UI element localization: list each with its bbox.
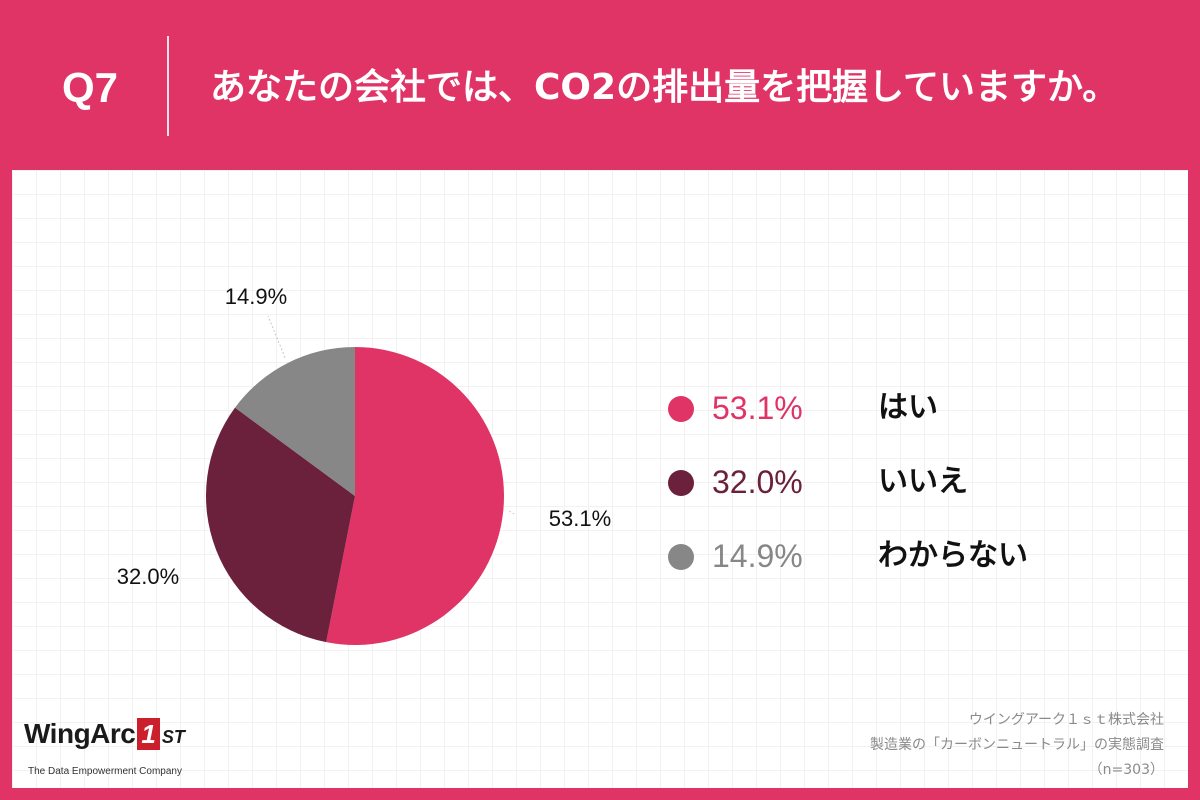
- data-label-unknown: 14.9%: [225, 284, 287, 309]
- legend-pct-unknown: 14.9%: [712, 538, 803, 574]
- legend-label-unknown: わからない: [878, 538, 1028, 573]
- logo-mark: 1: [137, 718, 160, 750]
- leader-line-unknown: [267, 315, 286, 358]
- data-label-no: 32.0%: [117, 564, 179, 589]
- company-logo: WingArc 1 ST The Data Empowerment Company: [24, 718, 185, 777]
- header-divider: [167, 36, 169, 136]
- logo-wordmark: WingArc: [24, 718, 136, 749]
- legend-dot-unknown: [668, 544, 694, 570]
- leader-line-yes: [509, 510, 515, 515]
- legend-label-no: いいえ: [878, 464, 968, 499]
- logo-suffix: ST: [161, 727, 185, 747]
- header: Q7 あなたの会社では、CO2の排出量を把握していますか。: [0, 0, 1200, 168]
- legend-item-unknown: 14.9% わからない: [668, 536, 1048, 576]
- source-line-sample: （n=303）: [1088, 762, 1164, 778]
- question-title: あなたの会社では、CO2の排出量を把握していますか。: [210, 67, 1119, 108]
- legend-pct-no: 32.0%: [712, 464, 803, 500]
- legend-pct-yes: 53.1%: [712, 390, 803, 426]
- legend-dot-yes: [668, 396, 694, 422]
- legend-label-yes: はい: [878, 390, 938, 425]
- legend-item-yes: 53.1% はい: [668, 388, 1048, 428]
- legend-dot-no: [668, 470, 694, 496]
- pie-slice-no: [205, 407, 355, 643]
- source-note: ウイングアーク１ｓｔ株式会社 製造業の「カーボンニュートラル」の実態調査 （n=…: [870, 708, 1164, 783]
- pie-slice-unknown: [235, 347, 355, 496]
- source-line-company: ウイングアーク１ｓｔ株式会社: [968, 712, 1164, 728]
- question-number: Q7: [62, 64, 119, 111]
- source-line-survey: 製造業の「カーボンニュートラル」の実態調査: [870, 737, 1164, 753]
- data-label-yes: 53.1%: [549, 506, 611, 531]
- legend-item-no: 32.0% いいえ: [668, 462, 1048, 502]
- pie-slice-yes: [326, 347, 504, 645]
- logo-tagline: The Data Empowerment Company: [28, 766, 182, 777]
